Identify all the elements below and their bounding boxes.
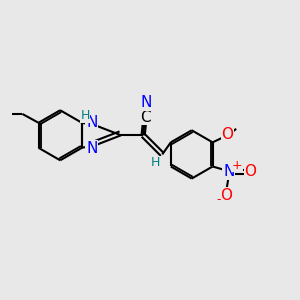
Text: H: H (151, 156, 160, 169)
Text: N: N (223, 164, 235, 179)
Text: O: O (220, 188, 232, 203)
Text: O: O (244, 164, 256, 179)
Text: H: H (80, 109, 90, 122)
Text: N: N (86, 141, 98, 156)
Text: +: + (232, 159, 242, 172)
Text: O: O (221, 127, 233, 142)
Text: N: N (141, 95, 152, 110)
Text: N: N (86, 115, 98, 130)
Text: -: - (217, 193, 221, 206)
Text: C: C (140, 110, 151, 124)
